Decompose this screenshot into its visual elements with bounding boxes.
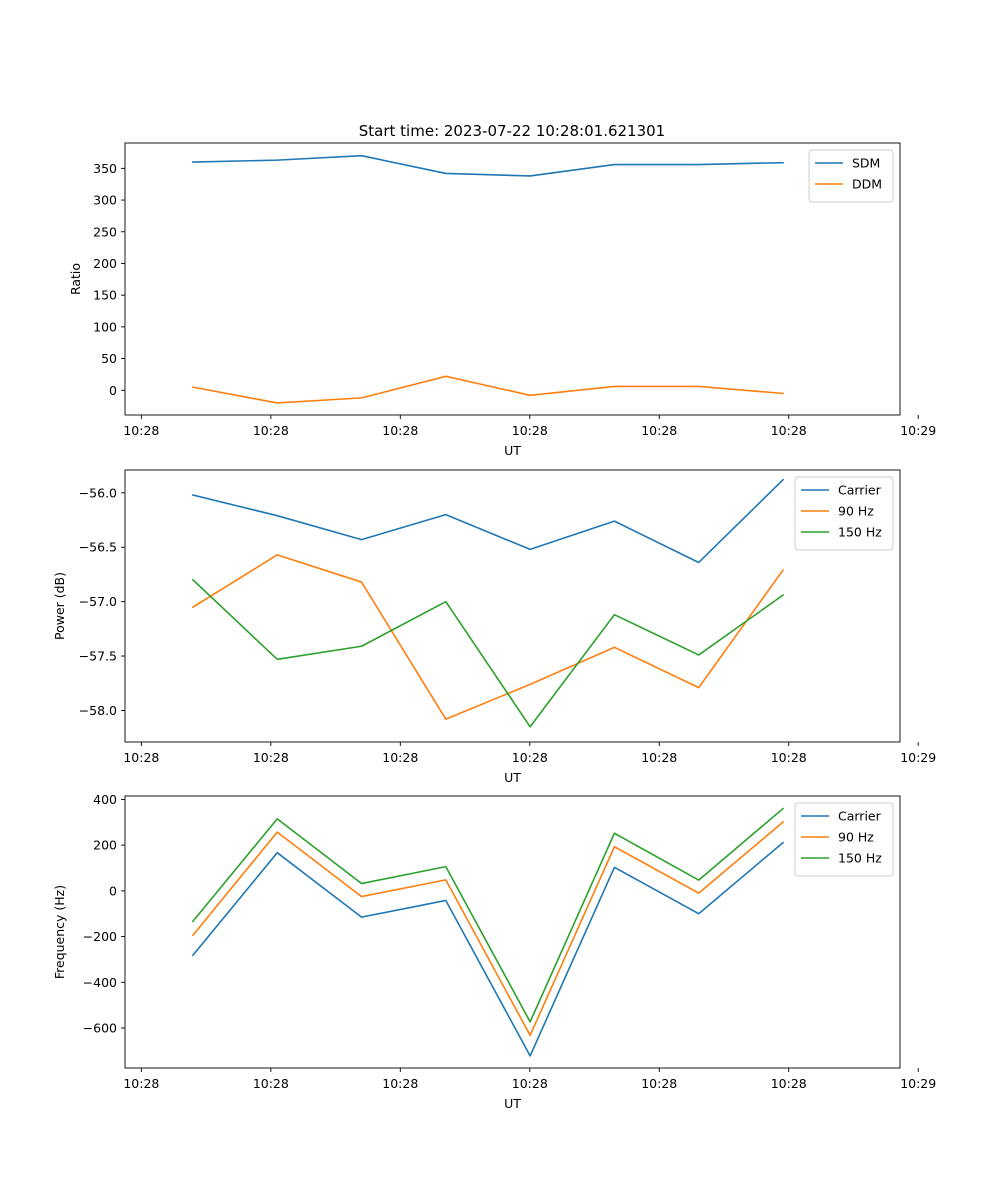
legend-label: 150 Hz [838, 851, 882, 866]
x-tick-label: 10:29 [900, 423, 936, 438]
y-axis-label: Ratio [68, 263, 83, 295]
y-tick-label: 50 [101, 351, 117, 366]
series-line-90-hz [191, 554, 785, 720]
legend: Carrier 90 Hz 150 Hz [794, 802, 894, 877]
series-line-ddm [192, 375, 784, 404]
x-tick-label: 10:28 [123, 1076, 159, 1091]
x-tick-label: 10:29 [900, 1076, 936, 1091]
y-tick-label: −400 [83, 975, 117, 990]
x-tick-label: 10:28 [512, 423, 548, 438]
x-tick-label: 10:28 [641, 750, 677, 765]
y-tick-label: 0 [109, 883, 117, 898]
x-tick-label: 10:28 [382, 423, 418, 438]
y-tick-label: −600 [83, 1021, 117, 1036]
y-tick-label: 250 [93, 224, 117, 239]
x-tick-label: 10:28 [253, 1076, 289, 1091]
y-tick-label: 0 [109, 383, 117, 398]
x-tick-label: 10:28 [382, 1076, 418, 1091]
x-tick-label: 10:28 [123, 423, 159, 438]
x-axis-label: UT [504, 1096, 521, 1111]
axes-frame [124, 142, 901, 416]
y-tick-label: 350 [93, 161, 117, 176]
legend-label: 90 Hz [838, 504, 874, 519]
x-tick-label: 10:28 [771, 750, 807, 765]
x-tick-label: 10:29 [900, 750, 936, 765]
x-tick-label: 10:28 [641, 1076, 677, 1091]
x-tick-label: 10:28 [771, 1076, 807, 1091]
x-axis-label: UT [504, 770, 521, 785]
legend-label: 90 Hz [838, 830, 874, 845]
x-tick-label: 10:28 [253, 750, 289, 765]
series-line-90-hz [191, 820, 785, 1037]
series-line-carrier [191, 478, 785, 564]
x-tick-label: 10:28 [123, 750, 159, 765]
y-tick-label: 300 [93, 193, 117, 208]
x-tick-label: 10:28 [382, 750, 418, 765]
subplot-2: 10:28 10:28 10:28 10:28 10:28 10:28 10:29 −58.0… [52, 469, 936, 785]
legend-label: SDM [852, 156, 880, 171]
x-axis-label: UT [504, 443, 521, 458]
y-tick-label: −57.5 [79, 649, 117, 664]
series-line-150-hz [191, 807, 785, 1023]
y-tick-label: −58.0 [79, 703, 117, 718]
y-axis-label: Power (dB) [52, 572, 67, 640]
axes-frame [124, 469, 901, 743]
x-tick-label: 10:28 [771, 423, 807, 438]
x-tick-label: 10:28 [512, 1076, 548, 1091]
y-tick-label: 400 [93, 792, 117, 807]
legend: Carrier 90 Hz 150 Hz [794, 476, 894, 551]
y-tick-label: −56.0 [79, 485, 117, 500]
legend-label: 150 Hz [838, 525, 882, 540]
legend: SDM DDM [808, 149, 894, 203]
y-tick-label: 200 [93, 256, 117, 271]
y-axis-label: Frequency (Hz) [52, 885, 67, 979]
legend-label: DDM [852, 177, 882, 192]
subplot-1: 10:28 10:28 10:28 10:28 10:28 10:28 10:29 0 50 10… [68, 142, 936, 458]
legend-label: Carrier [838, 483, 882, 498]
y-tick-label: −56.5 [79, 540, 117, 555]
y-tick-label: 150 [93, 288, 117, 303]
y-tick-label: −200 [83, 929, 117, 944]
y-tick-label: 200 [93, 838, 117, 853]
y-tick-label: −57.0 [79, 594, 117, 609]
subplots: 10:28 10:28 10:28 10:28 10:28 10:28 10:29 0 50 10… [52, 142, 936, 1111]
axes-frame [124, 795, 901, 1069]
x-tick-label: 10:28 [641, 423, 677, 438]
series-line-carrier [191, 841, 785, 1057]
y-tick-label: 100 [93, 319, 117, 334]
subplot-3: 10:28 10:28 10:28 10:28 10:28 10:28 10:29 −600 −… [52, 792, 936, 1111]
series-line-150-hz [191, 578, 785, 728]
x-tick-label: 10:28 [253, 423, 289, 438]
figure-title: Start time: 2023-07-22 10:28:01.621301 [359, 122, 665, 140]
legend-label: Carrier [838, 809, 882, 824]
x-tick-label: 10:28 [512, 750, 548, 765]
series-line-sdm [192, 154, 784, 177]
